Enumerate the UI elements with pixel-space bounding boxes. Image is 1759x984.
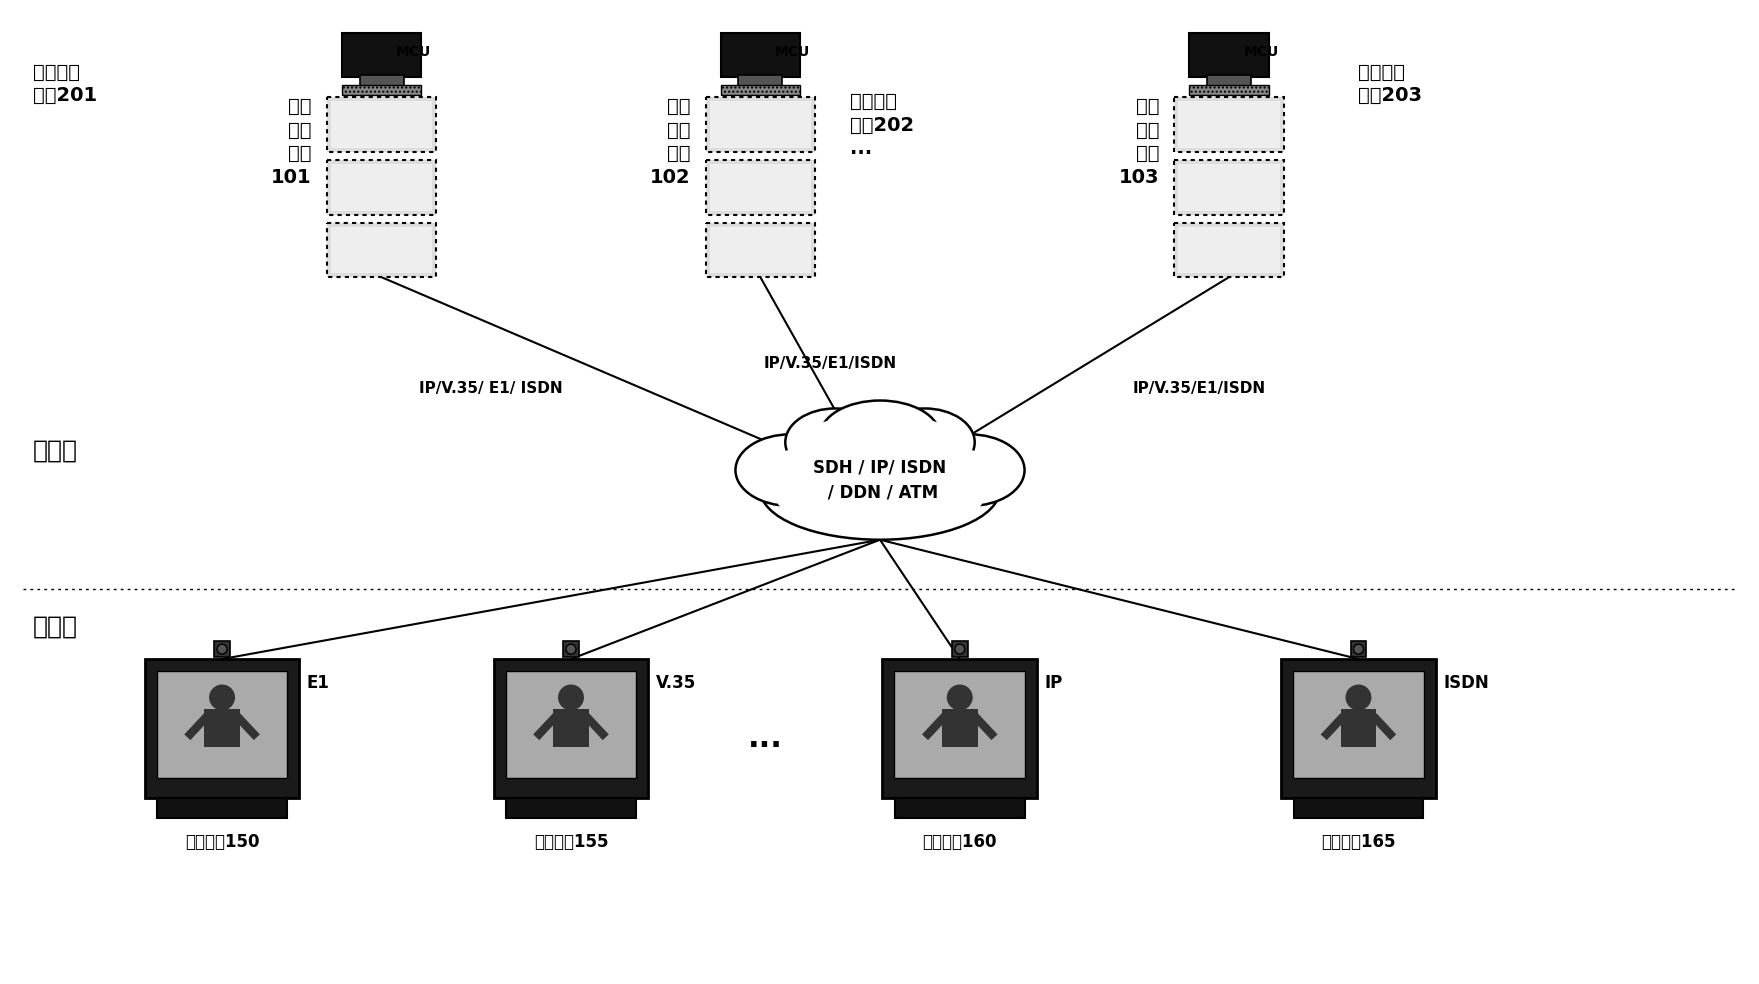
Text: IP/V.35/ E1/ ISDN: IP/V.35/ E1/ ISDN [419, 381, 563, 396]
Text: 本地管理
系统202
...: 本地管理 系统202 ... [850, 92, 915, 158]
FancyBboxPatch shape [331, 101, 433, 148]
FancyBboxPatch shape [1179, 101, 1281, 148]
FancyBboxPatch shape [341, 86, 422, 95]
FancyBboxPatch shape [327, 222, 436, 277]
FancyBboxPatch shape [1189, 32, 1268, 78]
Ellipse shape [735, 434, 844, 506]
Text: IP: IP [1045, 674, 1062, 692]
FancyBboxPatch shape [157, 671, 287, 778]
FancyBboxPatch shape [563, 642, 579, 657]
Text: 视讯终端150: 视讯终端150 [185, 833, 259, 851]
FancyBboxPatch shape [1340, 709, 1377, 747]
Circle shape [946, 685, 973, 710]
FancyBboxPatch shape [204, 709, 239, 747]
FancyBboxPatch shape [739, 76, 783, 88]
FancyBboxPatch shape [721, 86, 800, 95]
Circle shape [216, 645, 227, 654]
FancyBboxPatch shape [494, 659, 649, 798]
FancyBboxPatch shape [721, 32, 800, 78]
FancyBboxPatch shape [1173, 159, 1284, 215]
Text: ...: ... [748, 724, 783, 753]
Text: 多点
控制
设备
102: 多点 控制 设备 102 [651, 97, 691, 187]
Text: 多点
控制
设备
103: 多点 控制 设备 103 [1119, 97, 1159, 187]
Ellipse shape [874, 408, 974, 476]
Text: IP/V.35/E1/ISDN: IP/V.35/E1/ISDN [763, 355, 897, 371]
FancyBboxPatch shape [1351, 642, 1367, 657]
Text: MCU: MCU [396, 44, 431, 58]
FancyBboxPatch shape [705, 97, 814, 152]
FancyBboxPatch shape [952, 642, 967, 657]
Ellipse shape [776, 456, 985, 534]
FancyBboxPatch shape [359, 76, 403, 88]
Ellipse shape [830, 409, 931, 467]
FancyBboxPatch shape [895, 671, 1025, 778]
Text: IP/V.35/E1/ISDN: IP/V.35/E1/ISDN [1133, 381, 1265, 396]
FancyBboxPatch shape [505, 671, 637, 778]
Circle shape [955, 645, 964, 654]
Circle shape [209, 685, 236, 710]
FancyBboxPatch shape [705, 159, 814, 215]
FancyBboxPatch shape [709, 226, 811, 274]
Ellipse shape [760, 440, 999, 540]
Text: ISDN: ISDN [1442, 674, 1488, 692]
Ellipse shape [763, 448, 848, 503]
Circle shape [1353, 645, 1363, 654]
Ellipse shape [878, 419, 957, 473]
FancyBboxPatch shape [327, 97, 436, 152]
Text: 本地管理
系统203: 本地管理 系统203 [1358, 62, 1423, 105]
Text: E1: E1 [306, 674, 329, 692]
FancyBboxPatch shape [1293, 798, 1423, 818]
FancyBboxPatch shape [331, 226, 433, 274]
Text: 多点
控制
设备
101: 多点 控制 设备 101 [271, 97, 311, 187]
FancyBboxPatch shape [895, 798, 1024, 818]
FancyBboxPatch shape [341, 32, 422, 78]
FancyBboxPatch shape [144, 659, 299, 798]
FancyBboxPatch shape [709, 164, 811, 211]
Text: V.35: V.35 [656, 674, 697, 692]
Text: 视讯终端165: 视讯终端165 [1321, 833, 1395, 851]
FancyBboxPatch shape [507, 798, 635, 818]
Circle shape [1346, 685, 1372, 710]
FancyBboxPatch shape [1189, 86, 1268, 95]
FancyBboxPatch shape [327, 159, 436, 215]
FancyBboxPatch shape [705, 222, 814, 277]
Text: 网络侧: 网络侧 [33, 438, 77, 462]
Ellipse shape [785, 408, 885, 476]
FancyBboxPatch shape [1179, 164, 1281, 211]
Text: 用户侧: 用户侧 [33, 614, 77, 639]
FancyBboxPatch shape [552, 709, 589, 747]
Text: SDH / IP/ ISDN
 / DDN / ATM: SDH / IP/ ISDN / DDN / ATM [813, 459, 946, 502]
Ellipse shape [802, 419, 881, 473]
Circle shape [558, 685, 584, 710]
FancyBboxPatch shape [1207, 76, 1251, 88]
FancyBboxPatch shape [941, 709, 978, 747]
Text: 本地管理
系统201: 本地管理 系统201 [33, 62, 97, 105]
FancyBboxPatch shape [1281, 659, 1435, 798]
Text: 视讯终端160: 视讯终端160 [922, 833, 997, 851]
Circle shape [566, 645, 575, 654]
FancyBboxPatch shape [1179, 226, 1281, 274]
Text: MCU: MCU [1244, 44, 1279, 58]
FancyBboxPatch shape [215, 642, 230, 657]
FancyBboxPatch shape [1173, 97, 1284, 152]
FancyBboxPatch shape [331, 164, 433, 211]
Text: 视讯终端155: 视讯终端155 [533, 833, 609, 851]
Ellipse shape [915, 434, 1024, 506]
FancyBboxPatch shape [157, 798, 287, 818]
FancyBboxPatch shape [883, 659, 1038, 798]
Text: MCU: MCU [776, 44, 811, 58]
FancyBboxPatch shape [1293, 671, 1423, 778]
FancyBboxPatch shape [1173, 222, 1284, 277]
Ellipse shape [820, 400, 939, 470]
Ellipse shape [913, 448, 997, 503]
FancyBboxPatch shape [709, 101, 811, 148]
